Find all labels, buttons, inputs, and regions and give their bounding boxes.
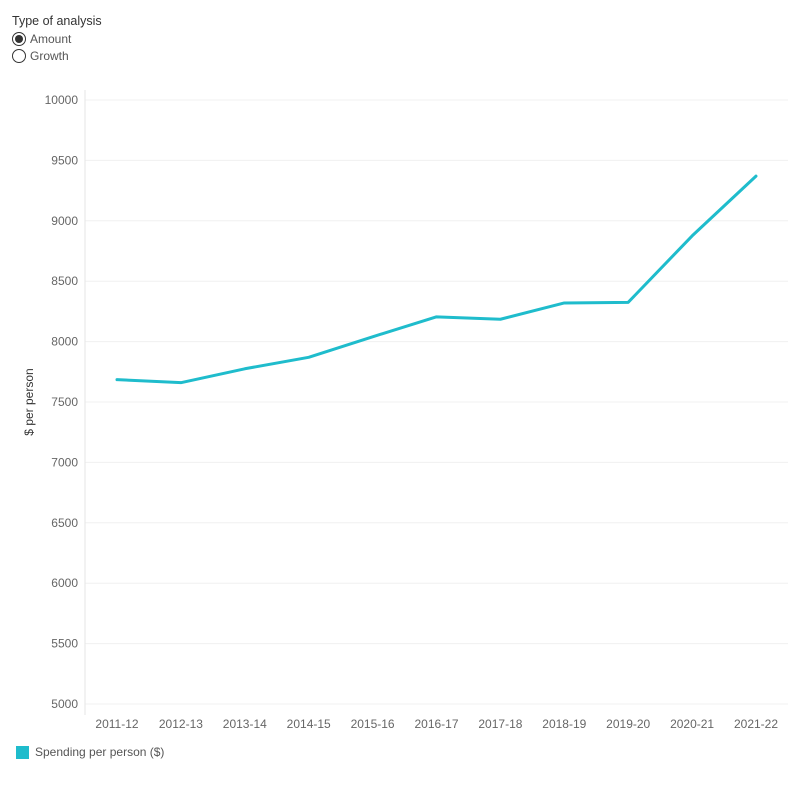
- analysis-type-control: Type of analysis Amount Growth: [12, 14, 102, 64]
- x-axis-ticks: 2011-12 2012-13 2013-14 2014-15 2015-16 2016-…: [95, 717, 778, 731]
- x-tick-label: 2013-14: [223, 717, 267, 731]
- x-tick-label: 2017-18: [478, 717, 522, 731]
- line-chart: 5000 5500 6000 6500 7000 7500 8000 8500 9000 9500…: [22, 90, 788, 731]
- data-point[interactable]: [686, 230, 698, 242]
- data-point[interactable]: [175, 377, 187, 389]
- y-tick-label: 10000: [45, 93, 79, 107]
- y-tick-label: 5500: [51, 637, 78, 651]
- y-axis-title: $ per person: [22, 368, 36, 435]
- gridlines: [85, 99, 788, 705]
- radio-amount-label: Amount: [30, 31, 72, 46]
- y-tick-label: 8000: [51, 335, 78, 349]
- data-point[interactable]: [111, 374, 123, 386]
- y-tick-label: 9500: [51, 153, 78, 167]
- legend-swatch: [16, 745, 29, 759]
- radio-amount-button[interactable]: [12, 31, 26, 46]
- y-tick-label: 7000: [51, 455, 78, 469]
- data-point[interactable]: [558, 297, 570, 309]
- y-tick-label: 5000: [51, 697, 78, 711]
- x-tick-label: 2019-20: [606, 717, 650, 731]
- radio-growth-button[interactable]: [12, 48, 26, 63]
- radio-option-amount[interactable]: Amount: [12, 30, 102, 47]
- data-point[interactable]: [494, 313, 506, 325]
- y-tick-label: 6500: [51, 516, 78, 530]
- y-tick-label: 8500: [51, 274, 78, 288]
- legend: Spending per person ($): [16, 745, 164, 759]
- series-group: [111, 170, 762, 389]
- x-tick-label: 2015-16: [351, 717, 395, 731]
- y-tick-label: 6000: [51, 576, 78, 590]
- radio-growth-label: Growth: [30, 48, 69, 63]
- x-tick-label: 2021-22: [734, 717, 778, 731]
- control-title: Type of analysis: [12, 14, 102, 28]
- data-point[interactable]: [239, 363, 251, 375]
- x-tick-label: 2016-17: [414, 717, 458, 731]
- data-point[interactable]: [622, 296, 634, 308]
- data-point[interactable]: [367, 331, 379, 343]
- data-point[interactable]: [431, 311, 443, 323]
- x-tick-label: 2018-19: [542, 717, 586, 731]
- y-tick-label: 9000: [51, 214, 78, 228]
- x-tick-label: 2012-13: [159, 717, 203, 731]
- x-tick-label: 2011-12: [95, 717, 138, 731]
- data-point[interactable]: [303, 351, 315, 363]
- radio-option-growth[interactable]: Growth: [12, 47, 102, 64]
- legend-label: Spending per person ($): [35, 745, 165, 759]
- x-tick-label: 2014-15: [287, 717, 331, 731]
- series-line: [115, 174, 758, 385]
- x-tick-label: 2020-21: [670, 717, 714, 731]
- data-point[interactable]: [750, 170, 762, 182]
- y-tick-label: 7500: [51, 395, 78, 409]
- y-axis-ticks: 5000 5500 6000 6500 7000 7500 8000 8500 9000 9500…: [45, 93, 79, 711]
